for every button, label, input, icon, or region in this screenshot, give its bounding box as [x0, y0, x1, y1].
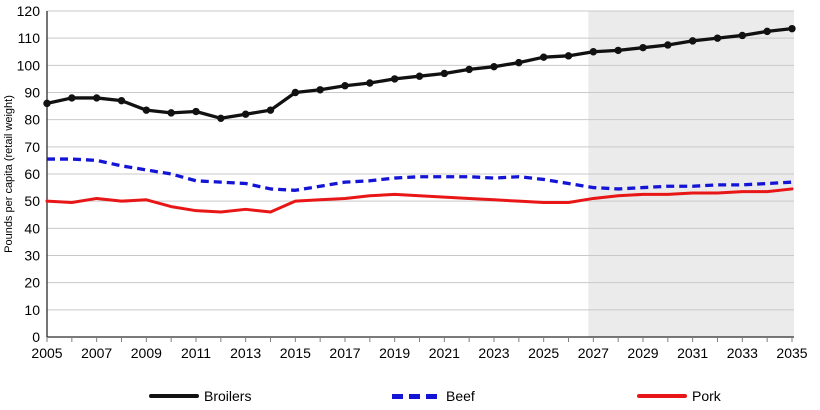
x-axis-tick-label: 2007: [81, 345, 112, 361]
broilers-data-point: [43, 99, 51, 108]
broilers-data-point: [341, 82, 349, 90]
broilers-data-point: [763, 27, 771, 36]
y-axis-tick-label: 20: [24, 275, 40, 291]
pork-line-swatch: [637, 394, 687, 398]
broilers-data-point: [614, 46, 622, 55]
x-axis-tick-label: 2021: [429, 345, 460, 361]
broilers-data-point: [440, 69, 449, 78]
x-axis-tick-label: 2009: [131, 345, 162, 361]
legend-item-broilers: Broilers: [149, 387, 251, 405]
legend-label-pork: Pork: [692, 388, 721, 404]
y-axis-tick-label: 50: [24, 193, 40, 209]
x-axis-tick-label: 2015: [280, 345, 311, 361]
legend-item-pork: Pork: [637, 387, 721, 405]
y-axis-tick-label: 80: [24, 112, 40, 128]
x-axis-tick-label: 2011: [181, 345, 211, 361]
broilers-data-point: [316, 86, 324, 94]
broilers-data-point: [291, 88, 300, 97]
legend-label-broilers: Broilers: [204, 388, 252, 404]
y-axis-tick-label: 60: [24, 166, 40, 182]
chart-legend: Broilers Beef Pork: [0, 387, 820, 407]
x-axis-tick-label: 2031: [677, 345, 708, 361]
broilers-data-point: [415, 72, 424, 80]
pork-line: [45, 187, 794, 214]
y-axis-tick-label: 10: [24, 302, 40, 318]
broilers-data-point: [117, 96, 126, 105]
y-axis-tick-label: 120: [17, 3, 41, 19]
broilers-data-point: [390, 75, 399, 83]
broilers-data-point: [142, 106, 151, 114]
broilers-data-point: [366, 79, 374, 87]
broilers-data-point: [664, 41, 672, 49]
x-axis-tick-label: 2023: [478, 345, 509, 361]
x-axis-tick-label: 2005: [31, 345, 62, 361]
broilers-data-point: [515, 58, 523, 67]
broilers-data-point: [539, 53, 548, 61]
broilers-data-point: [713, 34, 722, 42]
broilers-data-point: [92, 94, 101, 102]
broilers-data-point: [192, 107, 200, 116]
chart-canvas: 0 10 20 30 40 50 60 70 80 90 100 110 120 2005 2007 2009…: [3, 3, 808, 361]
broilers-data-point: [564, 52, 573, 60]
broilers-data-point: [688, 37, 697, 45]
x-axis-tick-label: 2019: [379, 345, 410, 361]
broilers-data-point: [167, 109, 175, 117]
y-axis-title: Pounds per capita (retail weight): [3, 95, 15, 253]
x-axis-tick-label: 2025: [528, 345, 559, 361]
broilers-data-point: [589, 48, 598, 56]
y-axis-tick-label: 30: [24, 248, 40, 264]
beef-line: [47, 157, 793, 192]
beef-line-swatch: [392, 393, 440, 399]
x-axis-tick-label: 2033: [727, 345, 758, 361]
broilers-data-point: [639, 43, 647, 52]
x-axis-tick-label: 2027: [578, 345, 609, 361]
x-axis-tick-label: 2029: [627, 345, 658, 361]
broilers-data-point: [490, 62, 498, 71]
broilers-data-point: [266, 106, 275, 114]
x-axis-tick-label: 2035: [776, 345, 807, 361]
broilers-data-point: [217, 114, 225, 123]
y-axis-tick-label: 90: [24, 85, 40, 101]
x-axis-tick-label: 2013: [230, 345, 261, 361]
broilers-data-point: [68, 94, 76, 102]
legend-item-beef: Beef: [392, 387, 475, 405]
y-axis-tick-label: 110: [18, 30, 41, 46]
broilers-data-point: [788, 24, 796, 33]
y-axis-tick-label: 0: [32, 329, 40, 345]
broilers-data-point: [465, 65, 473, 74]
broilers-line-swatch: [149, 394, 199, 398]
legend-label-beef: Beef: [446, 388, 475, 404]
broilers-data-point: [738, 31, 747, 40]
y-axis-tick-label: 100: [17, 57, 41, 73]
y-axis-tick-label: 70: [24, 139, 40, 155]
broilers-data-point: [241, 110, 250, 118]
x-axis-tick-label: 2017: [329, 345, 360, 361]
y-axis-tick-label: 40: [24, 220, 40, 236]
